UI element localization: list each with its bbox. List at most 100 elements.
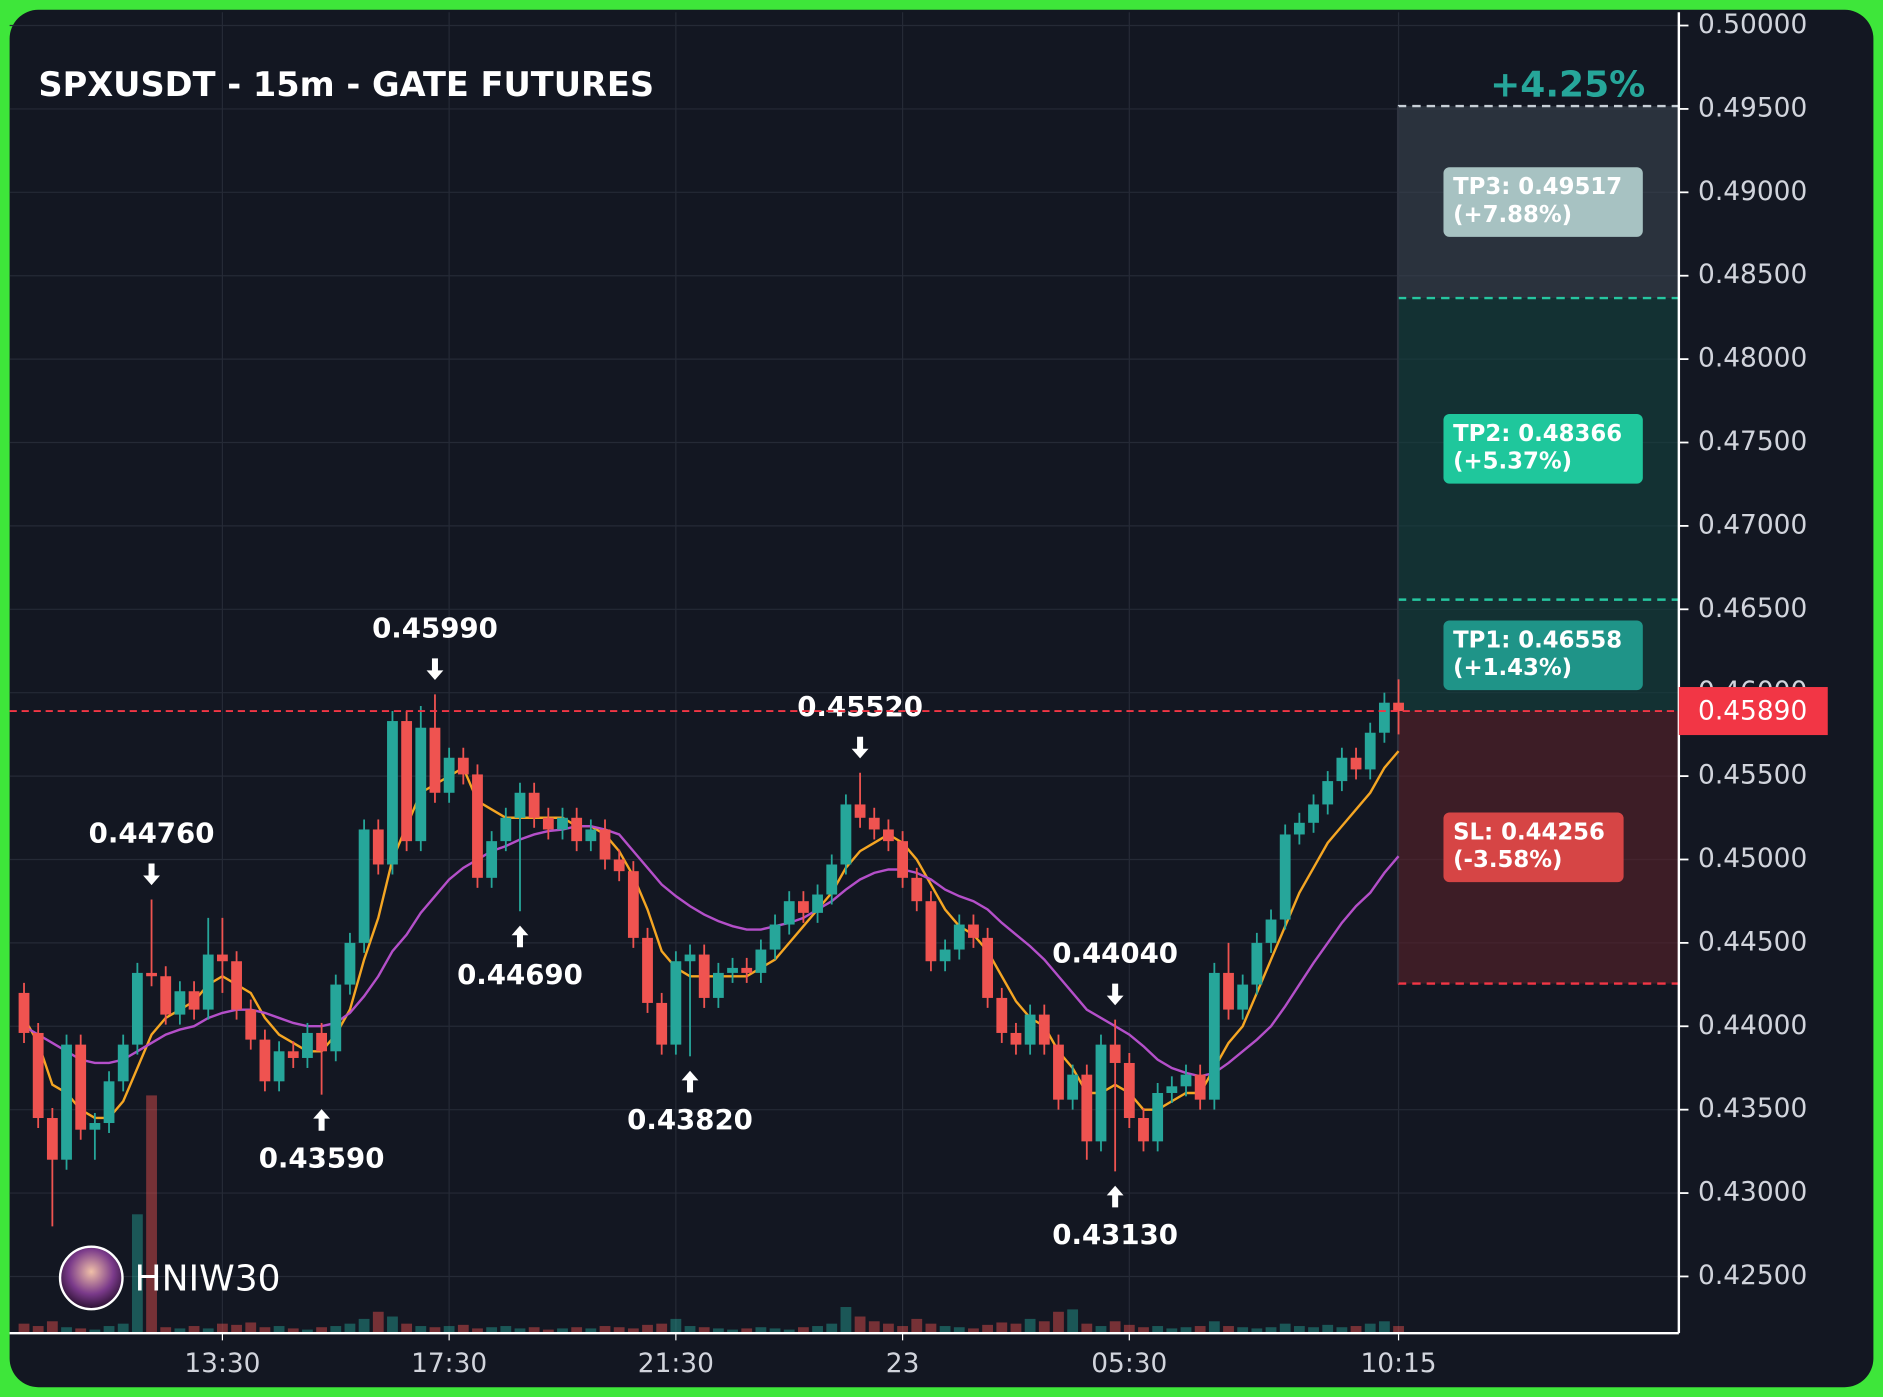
candle-body <box>146 972 157 977</box>
candle-body <box>1152 1092 1164 1142</box>
candle-body <box>61 1044 72 1160</box>
candle-body <box>231 961 242 1010</box>
volume-bar <box>1166 1328 1178 1334</box>
zones: TP3: 0.49517(+7.88%) TP2: 0.48366(+5.37%)… <box>1396 104 1679 985</box>
candle-body <box>968 924 979 938</box>
candle-body <box>245 1009 257 1040</box>
candle-body <box>925 901 937 962</box>
candle-body <box>1378 702 1390 733</box>
candle-body <box>1180 1074 1192 1087</box>
volume-bar <box>925 1323 937 1334</box>
candle-body <box>32 1032 44 1119</box>
volume-bar <box>75 1328 87 1334</box>
candle-body <box>1350 757 1362 770</box>
candle-body <box>1265 919 1277 943</box>
volume-bar <box>1265 1327 1277 1334</box>
volume-bar <box>202 1328 214 1334</box>
candle-body <box>46 1118 58 1160</box>
y-tick-label: 0.48500 <box>1698 259 1807 290</box>
volume-bar <box>1393 1326 1404 1334</box>
volume-bar <box>613 1327 625 1334</box>
candle-body <box>514 792 526 818</box>
candle-body <box>1223 972 1234 1010</box>
candle-body <box>528 792 540 818</box>
y-tick-label: 0.44500 <box>1698 926 1807 957</box>
candle-body <box>1293 822 1305 835</box>
volume-bar <box>1237 1327 1249 1334</box>
volume-bar <box>1180 1327 1192 1334</box>
level-box <box>1443 167 1643 237</box>
volume-bar <box>32 1326 44 1334</box>
swing-arrow <box>1106 1185 1124 1208</box>
candle-body <box>1109 1044 1121 1063</box>
candle-body <box>401 721 413 842</box>
price-label: 0.45890 <box>1698 696 1807 727</box>
candle-body <box>486 841 498 878</box>
candle-body <box>89 1123 101 1130</box>
volume-bar <box>953 1327 965 1334</box>
volume-bar <box>1024 1318 1036 1334</box>
candle-body <box>117 1044 129 1082</box>
volume-bar <box>670 1318 682 1334</box>
candle-body <box>1053 1044 1064 1100</box>
volume-bar <box>443 1326 455 1334</box>
volume-bar <box>897 1326 908 1334</box>
level-percent: (-3.58%) <box>1453 847 1562 873</box>
level-label: SL: 0.44256 <box>1453 819 1605 845</box>
candle-body <box>302 1032 313 1058</box>
candle-body <box>939 949 951 962</box>
volume-bar <box>826 1323 838 1334</box>
candle-body <box>698 954 710 998</box>
candle-body <box>1237 984 1249 1010</box>
candle-body <box>783 901 795 925</box>
volume-bar <box>557 1328 568 1334</box>
candle-body <box>585 829 597 842</box>
candle-body <box>1393 702 1404 712</box>
candle-body <box>684 954 696 962</box>
level-percent: (+1.43%) <box>1453 655 1572 681</box>
candle-body <box>797 901 809 913</box>
y-tick-label: 0.46500 <box>1698 593 1807 624</box>
volume-bar <box>727 1329 738 1334</box>
swing-label: 0.44760 <box>89 817 215 850</box>
volume-bar <box>883 1323 894 1334</box>
candle-body <box>769 924 781 950</box>
candle-body <box>1038 1014 1050 1045</box>
volume-bar <box>358 1318 370 1334</box>
level-box <box>1443 812 1624 883</box>
candle-body <box>1308 804 1319 823</box>
candle-body <box>542 817 554 830</box>
volume-bar <box>1010 1323 1022 1334</box>
volume-bar <box>457 1324 469 1334</box>
candle-body <box>160 976 172 1015</box>
volume-bar <box>217 1323 228 1334</box>
candle-body <box>557 817 568 830</box>
watermark: HNIW30 <box>135 1258 281 1299</box>
volume-bar <box>1279 1323 1291 1334</box>
candle-body <box>1322 781 1334 805</box>
volume-bar <box>415 1326 427 1334</box>
volume-bar <box>500 1326 512 1334</box>
volume-bar <box>401 1323 413 1334</box>
candle-body <box>1010 1032 1022 1045</box>
candle-body <box>897 841 908 878</box>
volume-bar <box>330 1326 342 1334</box>
volume-bar <box>103 1326 115 1334</box>
volume-bar <box>627 1328 639 1334</box>
candle-body <box>387 721 398 865</box>
volume-bar <box>1194 1326 1206 1334</box>
volume-bar <box>741 1328 753 1334</box>
volume-bar <box>316 1327 328 1334</box>
candle-body <box>415 727 427 842</box>
volume-bar <box>542 1329 554 1334</box>
candle-body <box>287 1051 299 1058</box>
volume-bar <box>968 1328 979 1334</box>
avatar <box>58 1245 124 1311</box>
volume-bar <box>18 1323 30 1334</box>
volume-bar <box>1067 1309 1079 1334</box>
volume-bar <box>46 1321 58 1334</box>
candle-body <box>103 1081 115 1124</box>
y-tick-label: 0.44000 <box>1698 1010 1807 1041</box>
candle-body <box>1138 1118 1149 1142</box>
candle-body <box>571 817 583 842</box>
